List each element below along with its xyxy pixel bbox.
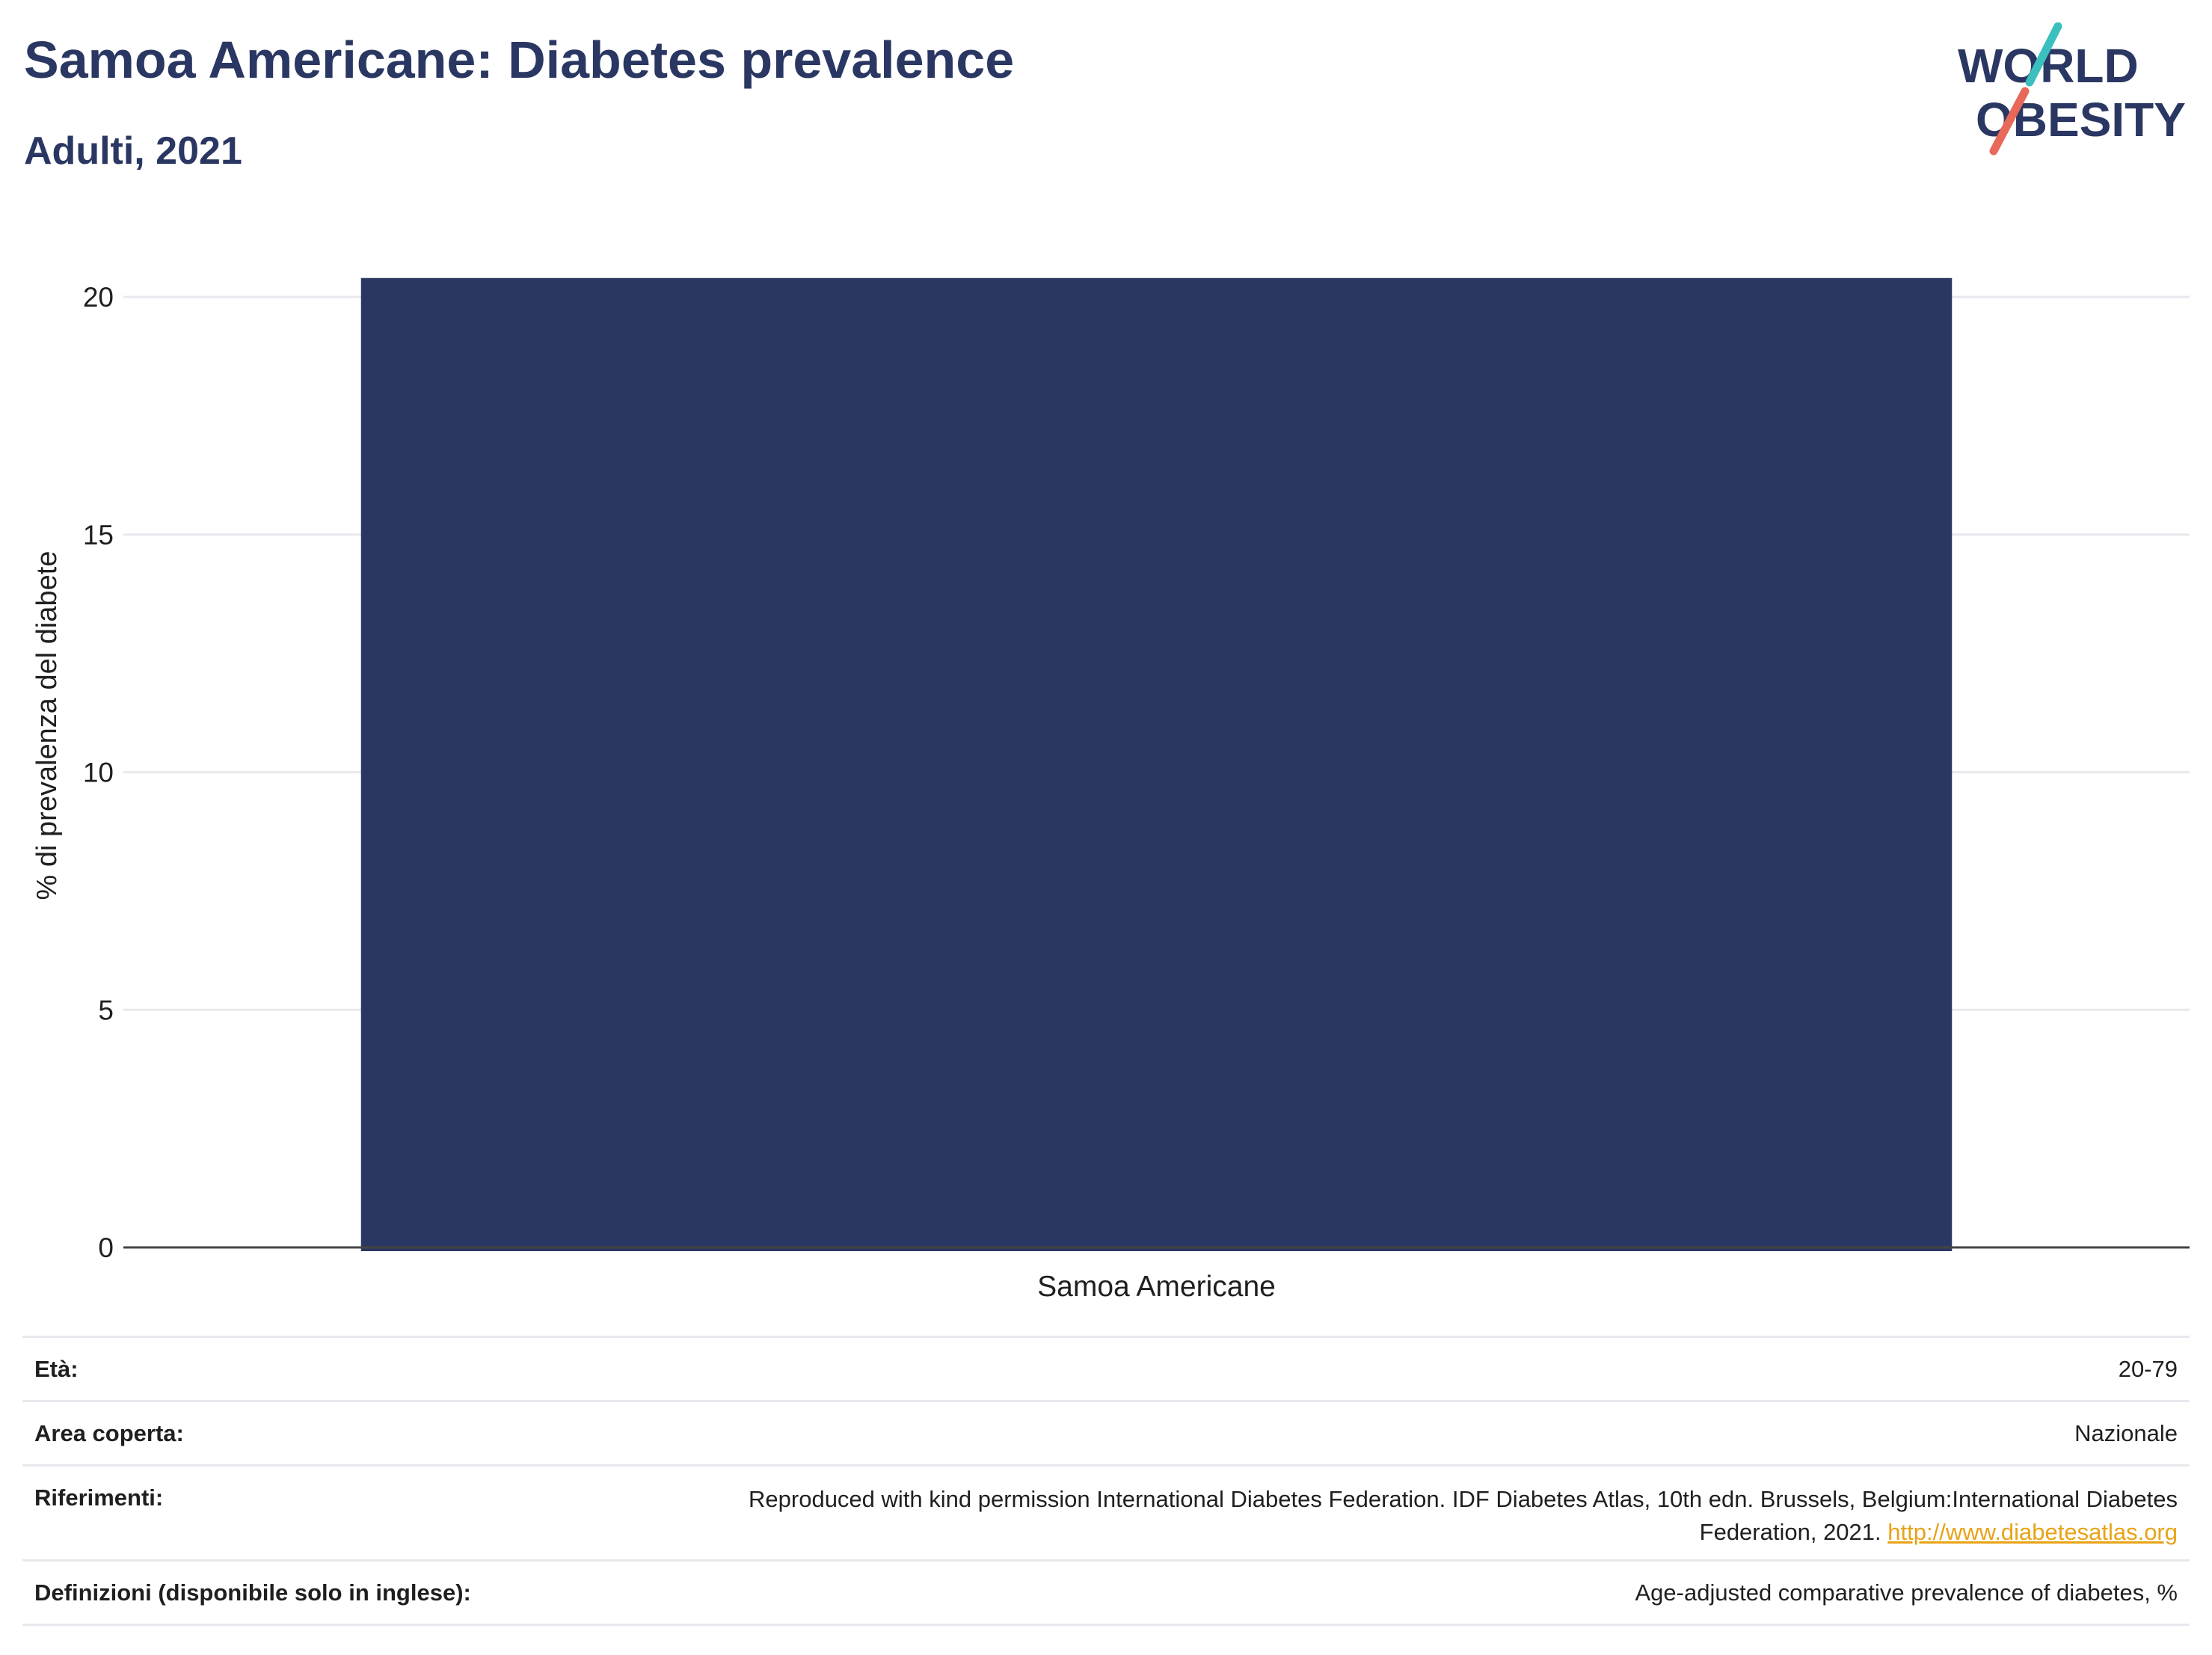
info-row-references: Riferimenti: Reproduced with kind permis… xyxy=(22,1464,2190,1559)
chart-subtitle: Adulti, 2021 xyxy=(24,129,242,173)
age-value: 20-79 xyxy=(2118,1356,2178,1382)
x-tick-label: Samoa Americane xyxy=(1037,1271,1276,1303)
y-axis-label: % di prevalenza del diabete xyxy=(31,551,63,900)
y-tick-labels: 0 5 10 15 20 xyxy=(83,282,114,1263)
age-label: Età: xyxy=(34,1356,79,1382)
definitions-label: Definizioni (disponibile solo in inglese… xyxy=(34,1579,471,1606)
info-row-definitions: Definizioni (disponibile solo in inglese… xyxy=(22,1559,2190,1626)
references-text: Reproduced with kind permission Internat… xyxy=(749,1486,2178,1545)
y-tick-label: 15 xyxy=(83,520,114,550)
chart-title: Samoa Americane: Diabetes prevalence xyxy=(24,31,1015,89)
y-tick-label: 20 xyxy=(83,282,114,313)
logo-slash-coral xyxy=(1989,87,2030,156)
x-tick-labels: Samoa Americane xyxy=(1037,1271,1276,1303)
y-tick-label: 5 xyxy=(98,995,114,1025)
bar-chart: 0 5 10 15 20 Samoa Americane % di prevalenza… xyxy=(31,277,2190,1303)
references-label: Riferimenti: xyxy=(34,1484,164,1511)
definitions-value: Age-adjusted comparative prevalence of d… xyxy=(1635,1579,2178,1606)
bar[interactable] xyxy=(360,277,1953,1252)
area-value: Nazionale xyxy=(2074,1420,2178,1446)
info-table: Età: 20-79 Area coperta: Nazionale Rifer… xyxy=(22,1336,2190,1626)
bars xyxy=(360,277,1953,1252)
world-obesity-logo: WORLD OBESITY xyxy=(1958,22,2186,156)
references-link[interactable]: http://www.diabetesatlas.org xyxy=(1887,1519,2178,1545)
logo-slash-teal xyxy=(2025,22,2062,87)
references-value: Reproduced with kind permission Internat… xyxy=(682,1483,2178,1549)
area-label: Area coperta: xyxy=(34,1420,184,1446)
info-row-age: Età: 20-79 xyxy=(22,1336,2190,1400)
y-tick-label: 0 xyxy=(98,1232,114,1263)
info-row-area: Area coperta: Nazionale xyxy=(22,1400,2190,1464)
y-tick-label: 10 xyxy=(83,758,114,788)
